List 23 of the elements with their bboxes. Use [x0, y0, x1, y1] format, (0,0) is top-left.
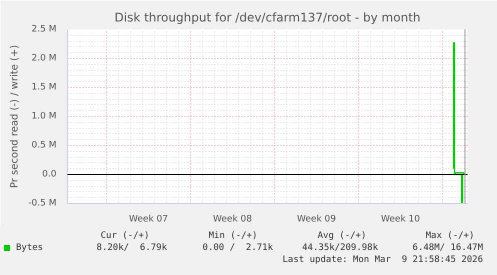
text: Last update: Mon Mar 9 21:58:45 2026: [282, 255, 483, 265]
x-tick-label: Week 07: [129, 214, 168, 224]
text: Cur (-/+): [100, 231, 150, 241]
text: 8.20k/ 6.79k: [96, 243, 167, 253]
y-tick-label: 1.5 M: [32, 82, 57, 92]
chart-title: Disk throughput for /dev/cfarm137/root - by month: [114, 10, 421, 24]
x-tick-label: Week 10: [381, 214, 420, 224]
y-tick-label: 0.5 M: [32, 140, 57, 150]
x-tick-label: Week 09: [297, 214, 336, 224]
text: Min (-/+): [208, 231, 258, 241]
text: Max (-/+): [426, 231, 474, 241]
legend-label: Bytes: [16, 243, 44, 253]
text: 44.35k/209.98k: [302, 243, 378, 253]
y-tick-label: 2.0 M: [32, 54, 57, 64]
text: 6.48M/ 16.47M: [412, 243, 483, 253]
y-tick-label: -0.5 M: [28, 198, 56, 208]
y-tick-label: 2.5 M: [32, 24, 57, 34]
text: 0.00 / 2.71k: [202, 243, 273, 253]
x-tick-label: Week 08: [213, 214, 252, 224]
y-tick-label: 0.0: [42, 170, 57, 180]
y-axis-title: Pr second read (-) / write (+): [9, 44, 20, 188]
y-tick-label: 1.0 M: [32, 112, 57, 122]
text: Avg (-/+): [318, 231, 366, 241]
